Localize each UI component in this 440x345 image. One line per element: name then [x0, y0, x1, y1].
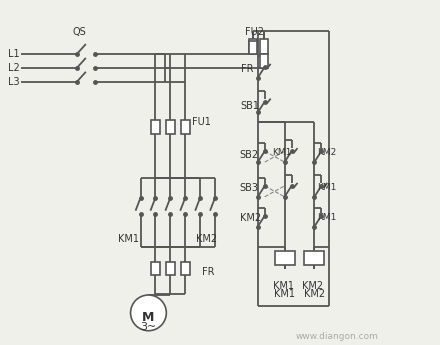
Text: SB2: SB2 [240, 150, 259, 160]
Text: FR: FR [241, 64, 253, 74]
Text: KM2: KM2 [196, 235, 217, 245]
Text: KM2: KM2 [240, 213, 261, 223]
Bar [275, 252, 294, 265]
Bar [260, 39, 268, 54]
Bar [151, 120, 160, 134]
Bar [249, 39, 257, 54]
Text: FU2: FU2 [245, 27, 264, 37]
Text: www.diangon.com: www.diangon.com [296, 332, 379, 341]
Text: KM1: KM1 [274, 289, 295, 299]
Text: KM1: KM1 [117, 235, 139, 245]
Text: KM2: KM2 [317, 148, 337, 157]
Text: M: M [142, 311, 154, 324]
Bar [151, 262, 160, 275]
Text: KM2: KM2 [302, 281, 323, 291]
Text: KM1: KM1 [317, 184, 337, 193]
Text: FR: FR [202, 267, 215, 277]
Bar [304, 252, 324, 265]
Bar [166, 262, 175, 275]
Text: SB1: SB1 [241, 100, 260, 110]
Text: KM1: KM1 [271, 148, 291, 157]
Text: 3~: 3~ [140, 322, 157, 332]
Text: KM1: KM1 [317, 213, 337, 222]
Bar [181, 120, 190, 134]
Bar [249, 41, 257, 54]
Text: L2: L2 [8, 63, 20, 73]
Text: L3: L3 [8, 77, 20, 87]
Text: L1: L1 [8, 49, 20, 59]
Text: FU1: FU1 [192, 117, 211, 127]
Bar [260, 54, 268, 68]
Circle shape [131, 295, 166, 331]
Text: KM1: KM1 [273, 281, 293, 291]
Text: KM2: KM2 [304, 289, 325, 299]
Bar [181, 262, 190, 275]
Text: SB3: SB3 [240, 183, 259, 193]
Bar [166, 120, 175, 134]
Text: QS: QS [73, 27, 87, 37]
